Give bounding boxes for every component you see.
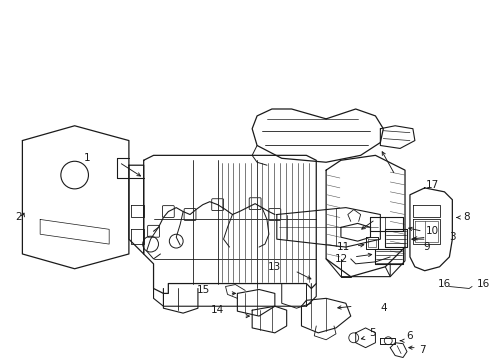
Text: 16: 16 bbox=[438, 279, 451, 289]
Text: 13: 13 bbox=[268, 262, 281, 272]
Text: 12: 12 bbox=[335, 254, 348, 264]
Text: 7: 7 bbox=[419, 345, 426, 355]
Text: 15: 15 bbox=[197, 285, 211, 296]
Text: 14: 14 bbox=[211, 305, 224, 315]
Text: 2: 2 bbox=[15, 212, 22, 222]
Text: 3: 3 bbox=[449, 232, 456, 242]
Text: 16: 16 bbox=[477, 279, 490, 289]
Text: 5: 5 bbox=[369, 328, 376, 338]
Text: 4: 4 bbox=[380, 303, 387, 313]
Text: 11: 11 bbox=[337, 242, 350, 252]
Text: 9: 9 bbox=[423, 242, 430, 252]
Text: 17: 17 bbox=[426, 180, 439, 190]
Text: 1: 1 bbox=[84, 153, 91, 163]
Text: 6: 6 bbox=[407, 331, 413, 341]
Text: 10: 10 bbox=[426, 226, 439, 236]
Text: 8: 8 bbox=[463, 212, 469, 222]
